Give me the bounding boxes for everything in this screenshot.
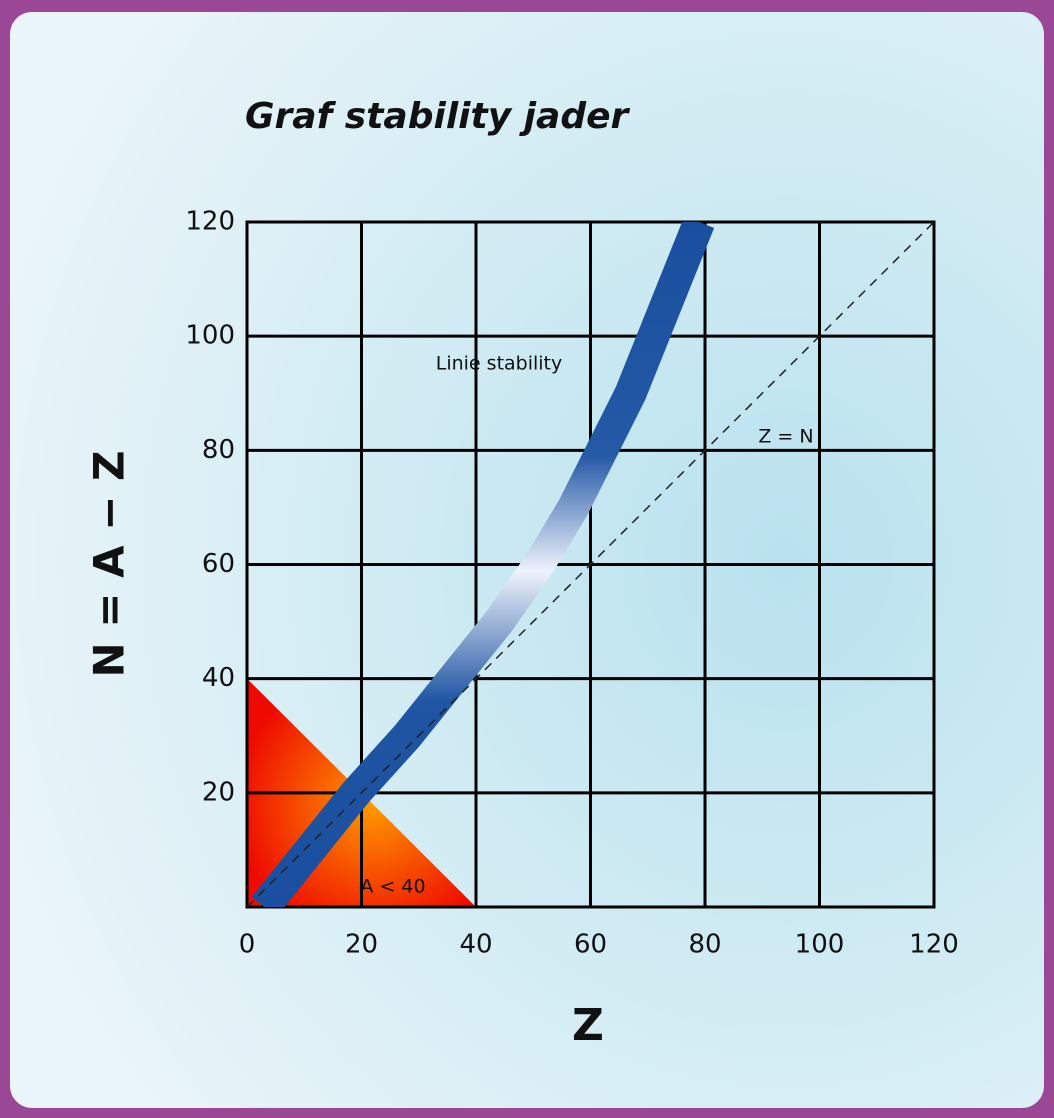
- series-label: Z = N: [758, 426, 813, 448]
- dashed-line: [247, 222, 934, 907]
- x-tick-label: 80: [688, 930, 721, 960]
- x-tick-label: 100: [795, 930, 845, 960]
- y-tick-label: 20: [202, 777, 235, 807]
- region-label: A < 40: [360, 876, 425, 898]
- x-tick-label: 0: [239, 930, 256, 960]
- chart-title: Graf stability jader: [245, 96, 631, 137]
- x-tick-label: 20: [345, 930, 378, 960]
- y-tick-label: 80: [202, 435, 235, 465]
- plot-frame: [245, 220, 936, 909]
- x-axis-label: Z: [572, 1000, 604, 1051]
- stability-band: [251, 222, 715, 907]
- y-tick-label: 60: [202, 549, 235, 579]
- y-tick-label: 100: [185, 321, 235, 351]
- series-group: [247, 222, 934, 907]
- y-tick-label: 40: [202, 663, 235, 693]
- y-axis-label: N = A − Z: [85, 451, 134, 678]
- x-tick-label: 120: [909, 930, 959, 960]
- series-label: Linie stability: [436, 353, 563, 375]
- y-tick-label: 120: [185, 207, 235, 237]
- x-tick-label: 60: [574, 930, 607, 960]
- x-tick-label: 40: [459, 930, 492, 960]
